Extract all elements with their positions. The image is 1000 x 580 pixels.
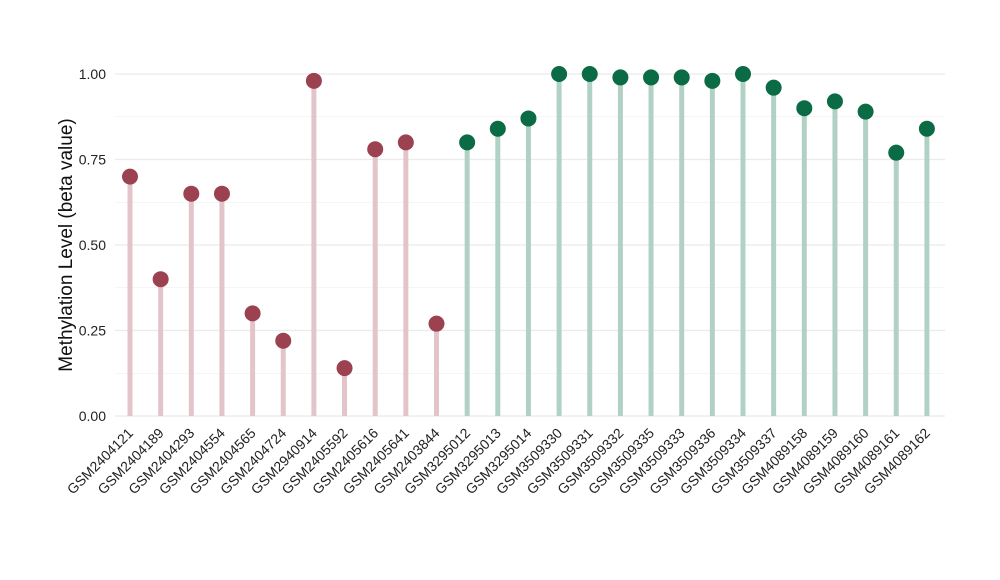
lollipop-point — [152, 271, 169, 288]
y-axis-ticks: 0.00 0.25 0.50 0.75 1.00 — [79, 66, 106, 424]
y-tick-label: 0.50 — [79, 237, 106, 253]
lollipop-point — [612, 69, 629, 86]
y-tick-label: 0.75 — [79, 152, 106, 168]
lollipop-point — [275, 332, 292, 349]
lollipop-point — [397, 134, 414, 151]
lollipop-point — [367, 141, 384, 158]
lollipop-point — [704, 72, 721, 89]
stems — [127, 74, 930, 416]
points — [122, 66, 935, 377]
lollipop-point — [520, 110, 537, 127]
lollipop-point — [581, 66, 598, 82]
y-axis-label: Methylation Level (beta value) — [56, 118, 77, 371]
lollipop-point — [826, 93, 843, 110]
y-tick-label: 0.25 — [79, 323, 106, 339]
lollipop-point — [244, 305, 261, 322]
lollipop-point — [643, 69, 660, 86]
lollipop-point — [765, 79, 782, 96]
lollipop-point — [459, 134, 476, 151]
lollipop-point — [857, 103, 874, 120]
lollipop-point — [489, 120, 506, 137]
lollipop-point — [336, 360, 353, 377]
lollipop-point — [213, 185, 230, 202]
lollipop-point — [551, 66, 568, 82]
lollipop-point — [918, 120, 935, 137]
lollipop-point — [735, 66, 751, 82]
y-tick-label: 0.00 — [79, 408, 106, 424]
lollipop-point — [122, 168, 138, 185]
lollipop-point — [673, 69, 690, 86]
x-axis-ticks: GSM2404121GSM2404189GSM2404293GSM2404554… — [64, 425, 933, 498]
lollipop-point — [796, 100, 813, 117]
lollipop-point — [888, 144, 905, 161]
lollipop-point — [183, 185, 200, 202]
y-tick-label: 1.00 — [79, 66, 106, 82]
lollipop-point — [428, 315, 445, 332]
lollipop-point — [305, 72, 322, 89]
